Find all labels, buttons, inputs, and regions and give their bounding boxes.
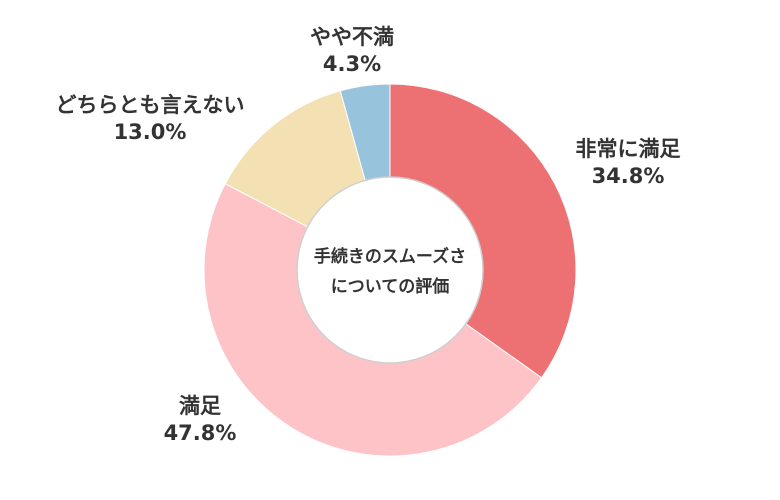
category-label-very-satisfied: 非常に満足	[576, 137, 681, 161]
category-label-satisfied: 満足	[179, 394, 221, 418]
value-label-neutral: 13.0%	[114, 120, 187, 144]
category-label-somewhat-dissatisfied: やや不満	[310, 25, 394, 49]
slice-group	[203, 83, 577, 457]
center-title-line-1: 手続きのスムーズさ	[314, 246, 466, 267]
category-label-neutral: どちらとも言えない	[56, 93, 245, 117]
value-label-somewhat-dissatisfied: 4.3%	[323, 52, 381, 76]
center-hole	[301, 181, 479, 359]
value-label-satisfied: 47.8%	[164, 421, 237, 445]
value-label-very-satisfied: 34.8%	[592, 164, 665, 188]
center-title-line-2: についての評価	[331, 276, 450, 297]
